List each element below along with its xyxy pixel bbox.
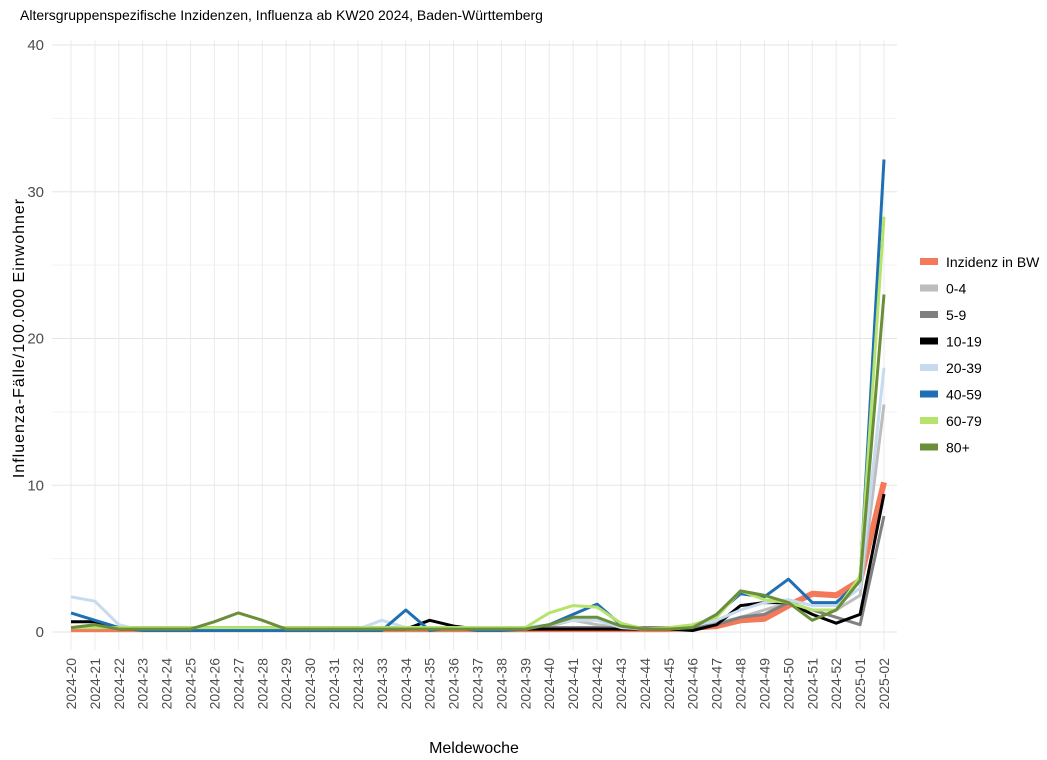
x-tick-label: 2024-40 (541, 658, 557, 710)
x-tick-label: 2024-28 (254, 658, 270, 710)
x-tick-label: 2025-01 (852, 658, 868, 710)
x-tick-label: 2024-49 (756, 658, 772, 710)
x-tick-label: 2024-26 (206, 658, 222, 710)
legend-swatch (920, 390, 938, 398)
x-tick-label: 2024-38 (493, 658, 509, 710)
x-tick-label: 2024-47 (709, 658, 725, 710)
x-tick-label: 2024-23 (135, 658, 151, 710)
x-tick-label: 2024-37 (470, 658, 486, 710)
x-tick-label: 2024-45 (661, 658, 677, 710)
legend-label: Inzidenz in BW (946, 254, 1040, 270)
x-tick-label: 2024-34 (398, 658, 414, 710)
x-tick-label: 2024-44 (637, 658, 653, 710)
x-tick-label: 2024-20 (63, 658, 79, 710)
y-tick-label: 10 (27, 477, 44, 494)
x-tick-label: 2024-50 (780, 658, 796, 710)
x-tick-label: 2024-32 (350, 658, 366, 710)
x-tick-label: 2024-52 (828, 658, 844, 710)
legend-swatch (920, 417, 938, 424)
legend-label: 60-79 (946, 413, 982, 429)
legend-label: 80+ (946, 440, 970, 456)
x-tick-label: 2024-43 (613, 658, 629, 710)
x-tick-label: 2024-29 (278, 658, 294, 710)
x-tick-label: 2024-30 (302, 658, 318, 710)
legend-swatch (920, 443, 938, 451)
legend-label: 0-4 (946, 281, 966, 297)
chart-title: Altersgruppenspezifische Inzidenzen, Inf… (20, 7, 543, 23)
y-tick-label: 30 (27, 184, 44, 201)
x-tick-label: 2024-22 (111, 658, 127, 710)
x-tick-label: 2024-42 (589, 658, 605, 710)
x-axis-label: Meldewoche (429, 740, 519, 757)
x-tick-label: 2024-21 (87, 658, 103, 710)
x-tick-label: 2024-48 (733, 658, 749, 710)
legend-swatch (920, 258, 938, 265)
x-tick-label: 2024-24 (159, 658, 175, 710)
legend-swatch (920, 364, 938, 371)
x-tick-label: 2024-27 (230, 658, 246, 710)
y-tick-label: 40 (27, 37, 44, 54)
y-tick-label: 0 (36, 624, 44, 641)
x-tick-label: 2024-35 (422, 658, 438, 710)
x-tick-label: 2024-51 (804, 658, 820, 710)
x-tick-label: 2024-39 (517, 658, 533, 710)
legend-swatch (920, 337, 938, 345)
legend-swatch (920, 311, 938, 318)
y-axis-label: Influenza-Fälle/100.000 Einwohner (11, 198, 28, 478)
legend-swatch (920, 284, 938, 292)
x-tick-label: 2025-02 (876, 658, 892, 710)
x-tick-label: 2024-46 (685, 658, 701, 710)
x-tick-label: 2024-41 (565, 658, 581, 710)
line (70, 294, 886, 631)
x-tick-label: 2024-33 (374, 658, 390, 710)
legend-label: 10-19 (946, 334, 982, 350)
legend-label: 40-59 (946, 387, 982, 403)
x-tick-label: 2024-36 (446, 658, 462, 710)
y-tick-label: 20 (27, 331, 44, 348)
legend-label: 5-9 (946, 307, 966, 323)
legend-label: 20-39 (946, 360, 982, 376)
x-tick-label: 2024-25 (183, 658, 199, 710)
x-tick-label: 2024-31 (326, 658, 342, 710)
